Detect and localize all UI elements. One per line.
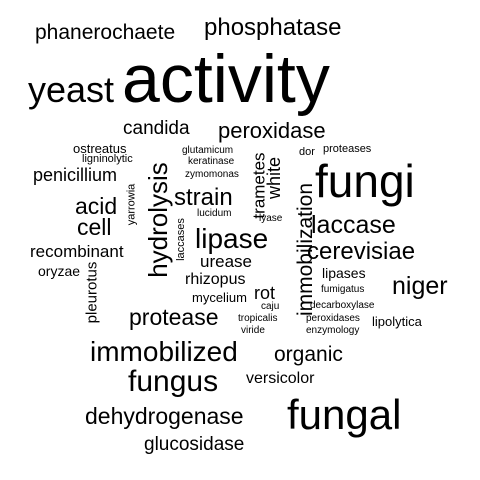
word-dehydrogenase: dehydrogenase (85, 403, 244, 429)
word-pleurotus: pleurotus (83, 261, 101, 324)
word-trametes: trametes (249, 152, 269, 219)
word-laccase: laccase (311, 211, 396, 239)
word-peroxidase: peroxidase (218, 118, 326, 143)
word-rhizopus: rhizopus (185, 271, 246, 288)
word-zymomonas: zymomonas (185, 169, 239, 180)
word-lucidum: lucidum (197, 208, 232, 219)
word-activity: activity (122, 41, 330, 117)
word-versicolor: versicolor (246, 370, 315, 387)
word-fungal: fungal (287, 391, 402, 438)
word-ligninolytic: ligninolytic (82, 153, 133, 165)
word-candida: candida (123, 118, 190, 139)
word-lipases: lipases (322, 265, 366, 281)
word-yeast: yeast (28, 69, 115, 110)
word-peroxidases: peroxidases (306, 313, 360, 324)
word-cerevisiae: cerevisiae (307, 238, 416, 265)
word-lipase: lipase (195, 223, 269, 254)
word-caju: caju (261, 301, 280, 312)
word-keratinase: keratinase (188, 156, 235, 167)
word-fungus: fungus (128, 365, 219, 398)
word-fungi: fungi (315, 155, 415, 207)
word-phanerochaete: phanerochaete (35, 21, 176, 44)
word-immobilized: immobilized (90, 336, 238, 367)
word-fumigatus: fumigatus (321, 284, 365, 295)
word-proteases: proteases (323, 143, 372, 155)
word-enzymology: enzymology (306, 325, 360, 336)
word-glucosidase: glucosidase (144, 434, 245, 455)
word-tropicalis: tropicalis (238, 313, 278, 324)
word-rot: rot (254, 283, 276, 303)
word-organic: organic (274, 343, 343, 366)
word-recombinant: recombinant (30, 242, 124, 261)
word-viride: viride (241, 325, 265, 336)
word-urease: urease (200, 252, 252, 271)
word-hydrolysis: hydrolysis (142, 162, 173, 278)
word-phosphatase: phosphatase (204, 14, 342, 41)
word-immobilization: immobilization (294, 182, 318, 317)
word-strain: strain (174, 184, 233, 211)
word-acid: acid (75, 193, 118, 219)
word-penicillium: penicillium (33, 165, 118, 185)
word-oryzae: oryzae (38, 263, 81, 279)
word-niger: niger (392, 272, 448, 300)
word-lipolytica: lipolytica (372, 314, 422, 329)
word-dor: dor (299, 146, 315, 158)
word-glutamicum: glutamicum (182, 145, 234, 156)
word-yarrowia: yarrowia (125, 183, 138, 226)
word-decarboxylase: decarboxylase (310, 300, 375, 311)
word-cell: cell (77, 214, 112, 240)
word-lyase: lyase (259, 213, 283, 224)
word-protease: protease (129, 304, 219, 330)
word-ostreatus: ostreatus (73, 141, 127, 156)
word-mycelium: mycelium (192, 290, 247, 305)
word-laccases: laccases (174, 218, 187, 261)
